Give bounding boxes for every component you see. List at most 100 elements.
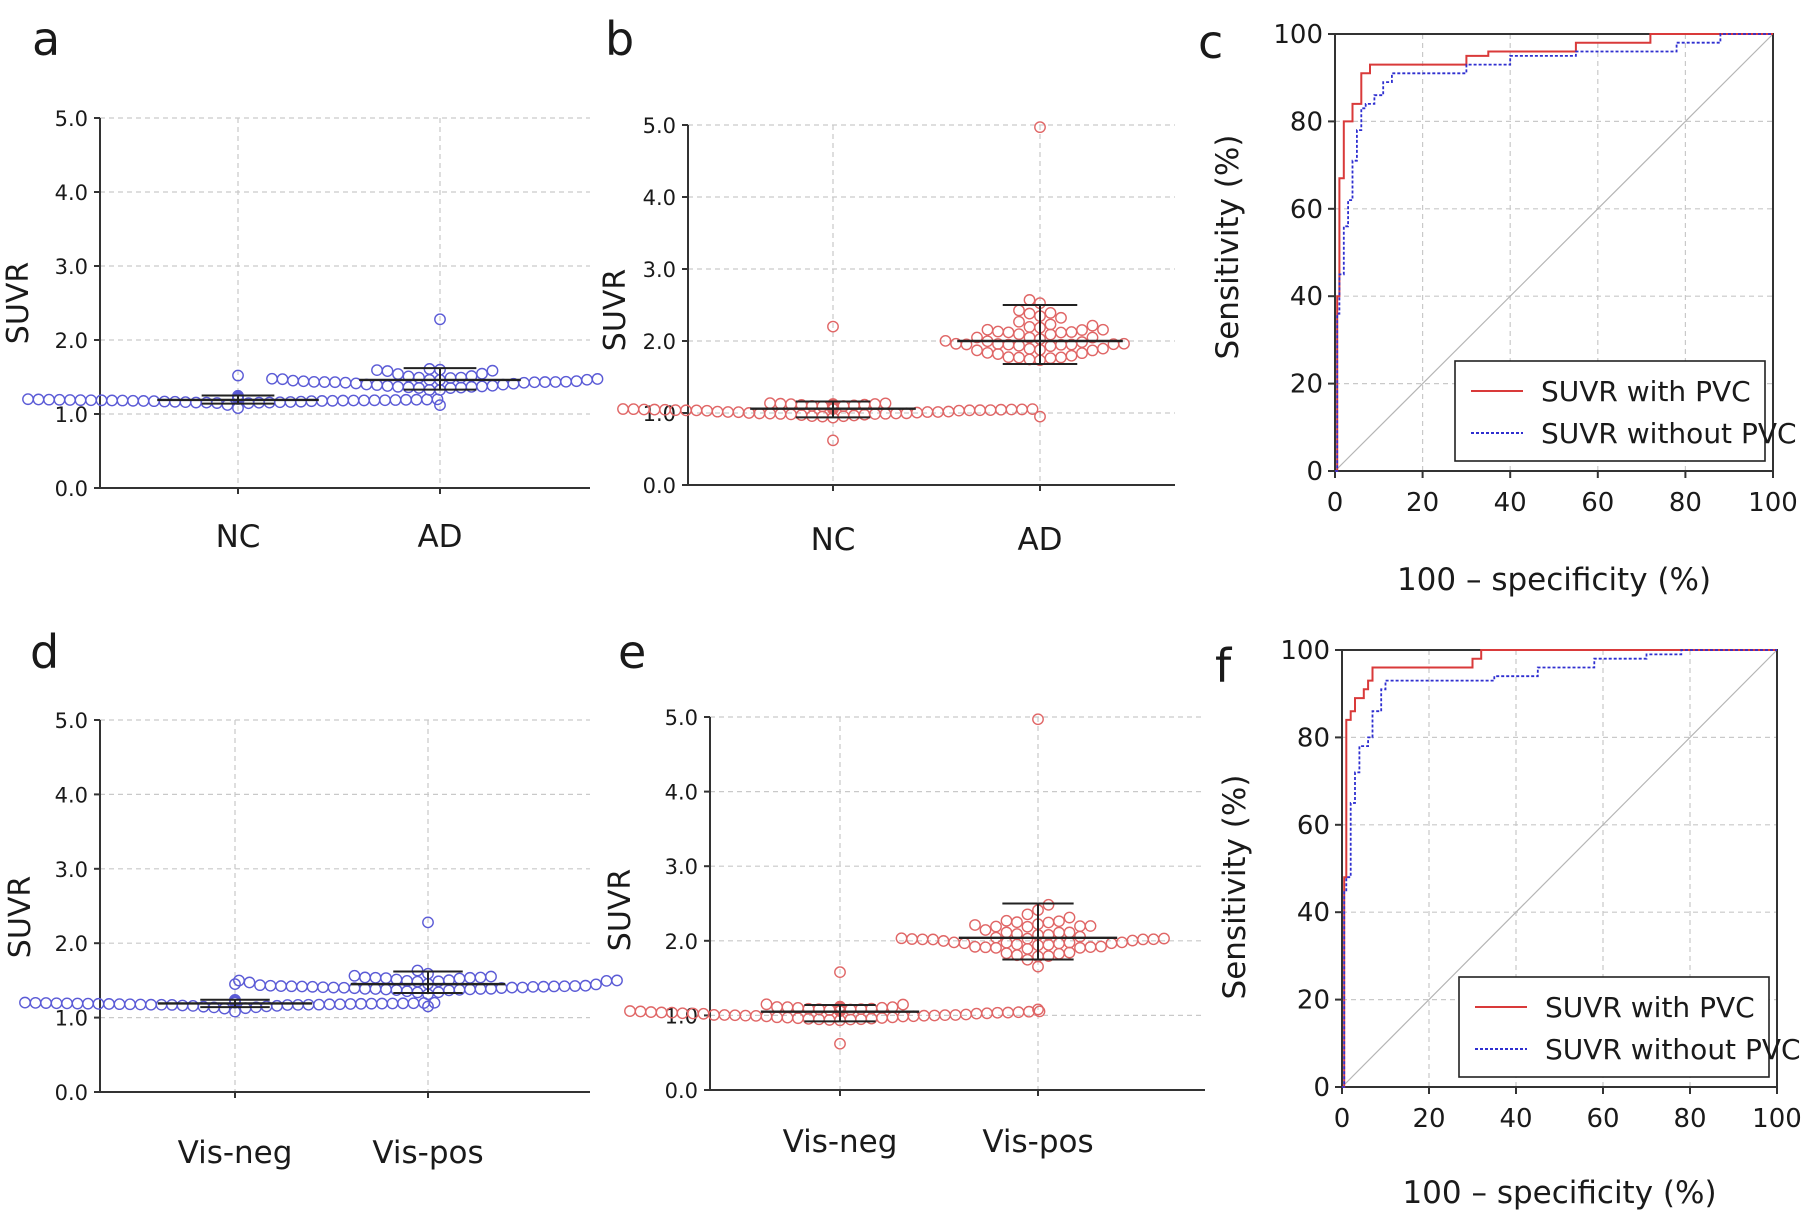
data-point	[464, 983, 476, 996]
data-point	[295, 395, 307, 408]
data-point	[895, 932, 908, 945]
y-tick-label: 60	[1297, 811, 1330, 841]
data-point	[969, 919, 981, 931]
y-tick-label: 3.0	[665, 855, 698, 879]
legend-label: SUVR with PVC	[1545, 991, 1755, 1024]
data-point	[806, 410, 818, 423]
x-tick-label: 60	[1581, 488, 1614, 518]
data-point	[992, 348, 1004, 360]
data-point	[927, 933, 939, 946]
data-point	[43, 393, 55, 406]
legend-box	[1458, 976, 1770, 1078]
data-point	[308, 375, 320, 388]
data-point	[979, 924, 992, 936]
data-point	[411, 975, 424, 988]
data-point	[1013, 351, 1025, 364]
data-point	[369, 971, 382, 984]
data-point	[1147, 933, 1160, 946]
data-point	[537, 980, 550, 993]
x-tick-label: 100	[1752, 1104, 1802, 1134]
data-point	[413, 382, 425, 394]
data-point	[1076, 324, 1088, 336]
data-point	[281, 999, 294, 1011]
data-point	[816, 400, 829, 413]
y-tick-label: 3.0	[643, 258, 676, 282]
data-point	[1063, 926, 1076, 939]
data-point	[348, 969, 361, 982]
data-point	[1032, 713, 1044, 726]
dot-series-ad	[939, 121, 1130, 423]
x-tick-label: 40	[1494, 488, 1527, 518]
y-axis-title: SUVR	[3, 876, 38, 958]
y-tick-label: 0.0	[55, 1081, 88, 1105]
data-point	[549, 376, 562, 388]
data-point	[32, 393, 45, 406]
y-tick-label: 2.0	[55, 932, 88, 956]
y-tick-label: 5.0	[55, 107, 88, 131]
y-tick-label: 0.0	[55, 477, 88, 501]
panel-letter: c	[1198, 15, 1223, 69]
data-point	[1063, 911, 1076, 924]
y-tick-label: 3.0	[55, 255, 88, 279]
data-point	[1074, 920, 1086, 933]
data-point	[1023, 342, 1036, 355]
data-point	[276, 373, 289, 386]
data-point	[1021, 908, 1034, 921]
data-point	[701, 404, 713, 417]
data-point	[1023, 307, 1036, 320]
y-tick-label: 0.0	[665, 1079, 698, 1103]
data-point	[1086, 319, 1099, 332]
data-point	[848, 409, 860, 422]
data-point	[337, 394, 349, 407]
data-point	[376, 997, 388, 1010]
y-tick-label: 2.0	[643, 330, 676, 354]
data-point	[1118, 337, 1130, 350]
data-point	[627, 403, 640, 416]
data-point	[179, 396, 192, 409]
data-point	[827, 434, 839, 447]
data-point	[275, 980, 287, 992]
panel-d: d 0.0 1.0 2.0 3.0 4.0 5.0 Vis-neg Vis-pos SUVR	[3, 625, 623, 1171]
y-tick-label: 5.0	[665, 706, 698, 730]
data-point	[990, 941, 1002, 954]
y-tick-label: 5.0	[643, 114, 676, 138]
panel-letter: a	[32, 12, 60, 66]
data-point	[233, 974, 245, 987]
y-axis-title: SUVR	[603, 869, 638, 951]
data-point	[371, 379, 383, 391]
roc-curve-without-pvc	[1342, 649, 1777, 1088]
data-point	[334, 998, 346, 1011]
data-point	[981, 346, 994, 359]
data-point	[764, 397, 776, 410]
data-point	[1055, 326, 1067, 339]
data-point	[528, 376, 541, 389]
data-point	[1000, 947, 1013, 960]
data-point	[879, 407, 892, 420]
data-point	[134, 998, 147, 1011]
data-point	[381, 365, 394, 377]
y-tick-label: 100	[1273, 20, 1323, 50]
data-point	[1053, 926, 1065, 939]
panel-letter: f	[1215, 639, 1233, 693]
data-point	[1021, 942, 1034, 955]
roc-curve-with-pvc	[1342, 649, 1777, 1088]
data-point	[823, 1014, 836, 1026]
data-point	[1044, 352, 1057, 365]
legend: SUVR with PVC SUVR without PVC	[1454, 360, 1797, 462]
data-point	[950, 337, 962, 350]
data-point	[732, 406, 745, 419]
data-point	[834, 1037, 846, 1050]
data-point	[274, 396, 286, 409]
data-point	[785, 408, 797, 421]
data-point	[1095, 940, 1107, 953]
data-point	[1044, 340, 1057, 353]
data-point	[266, 372, 278, 385]
grid	[710, 716, 1205, 1090]
data-point	[428, 996, 441, 1009]
data-point	[760, 998, 773, 1011]
data-point	[771, 1011, 783, 1024]
data-point	[19, 996, 31, 1009]
